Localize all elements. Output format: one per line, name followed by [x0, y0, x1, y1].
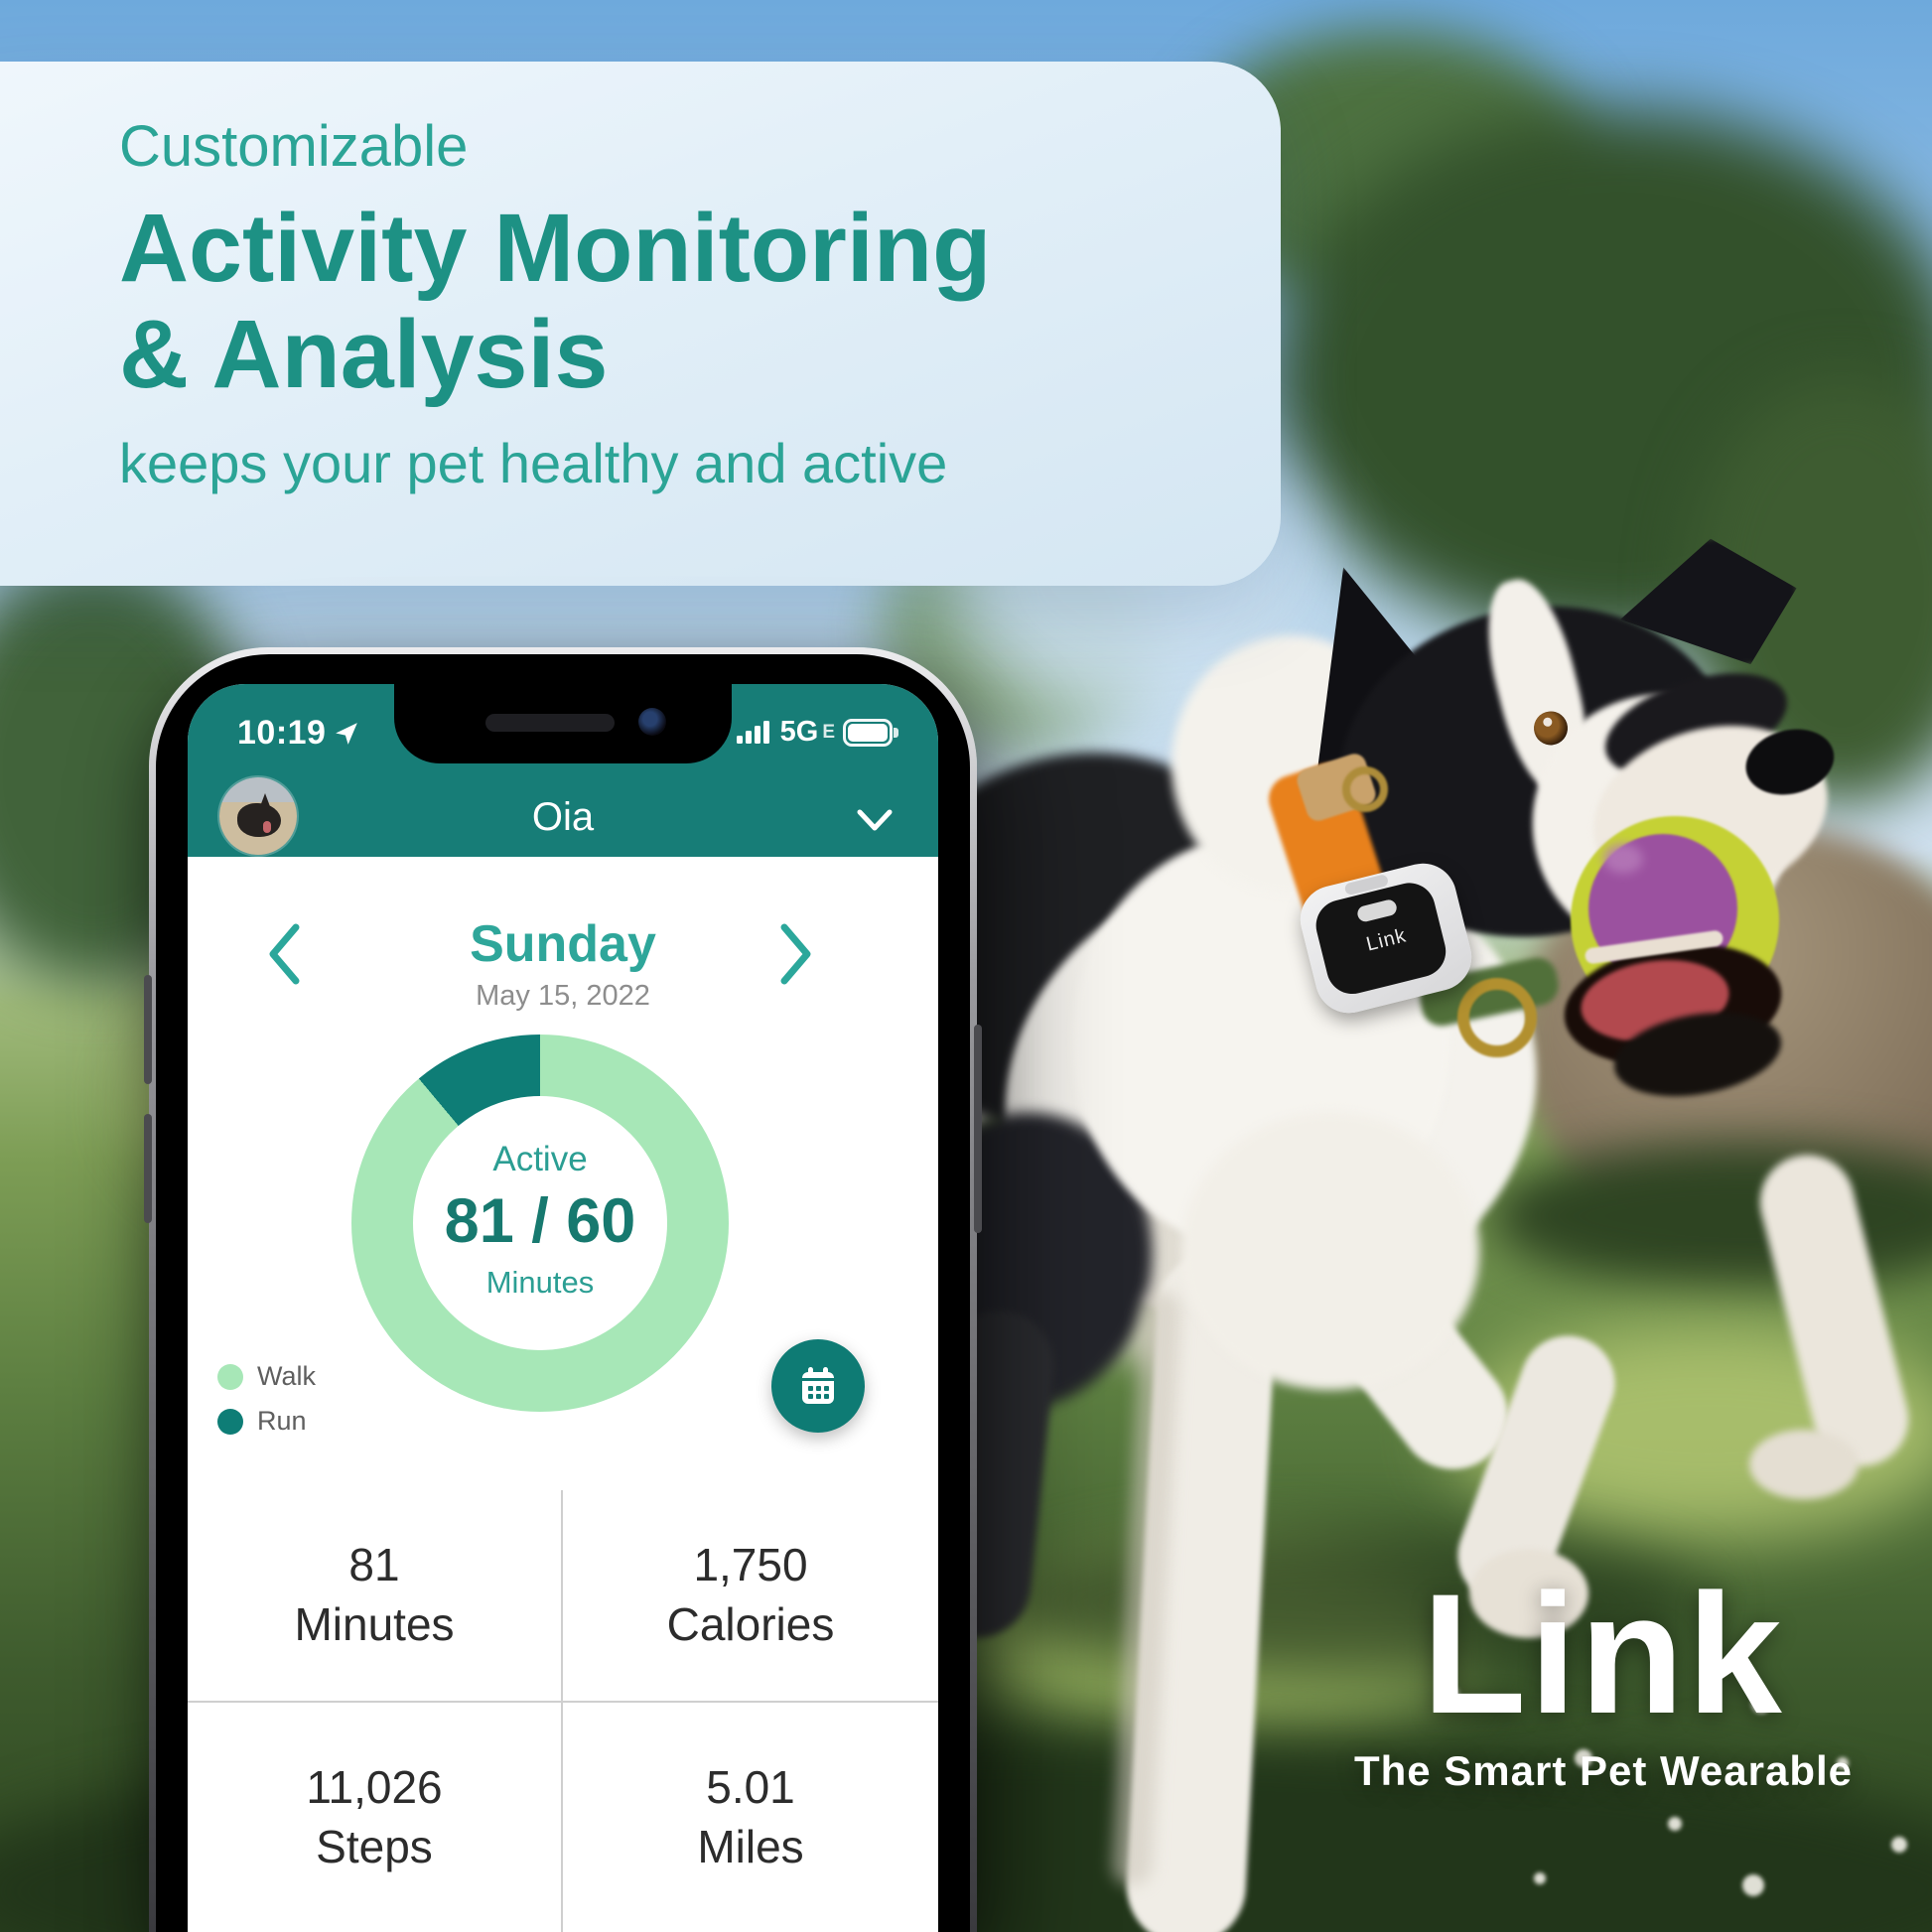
daily-stats-grid: 81 Minutes 1,750 Calories 11,026 Steps: [188, 1490, 938, 1932]
walk-label: Walk: [257, 1361, 316, 1391]
ring-value: 81 / 60: [444, 1186, 636, 1256]
activity-ring-center: Active 81 / 60 Minutes: [413, 1096, 667, 1350]
run-color-dot: [217, 1408, 243, 1435]
avatar-dog-ear: [259, 793, 271, 809]
stat-minutes-label: Minutes: [294, 1598, 455, 1650]
ring-label-minutes: Minutes: [485, 1265, 595, 1300]
phone-power-button: [974, 1025, 982, 1233]
walk-color-dot: [217, 1363, 243, 1390]
avatar-dog-tongue: [263, 821, 271, 833]
collar-buckle-ring: [1342, 766, 1388, 812]
next-day-chevron-icon[interactable]: [779, 922, 813, 986]
flower: [1668, 1817, 1682, 1831]
activity-ring: Active 81 / 60 Minutes: [351, 1035, 729, 1412]
flower: [1742, 1874, 1764, 1896]
front-camera: [638, 708, 666, 736]
app-screen: 10:19 5G E: [188, 684, 938, 1932]
stat-calories-label: Calories: [666, 1598, 835, 1650]
hero-subtitle: keeps your pet healthy and active: [119, 432, 948, 495]
hero-kicker: Customizable: [119, 114, 469, 179]
stat-calories-value: 1,750: [693, 1539, 808, 1591]
selected-day-label: Sunday: [470, 915, 656, 973]
signal-strength-icon: [736, 720, 769, 744]
phone-notch: [394, 684, 732, 763]
avatar-dog-photo: [237, 803, 281, 837]
chevron-down-icon[interactable]: [855, 807, 895, 833]
dog-chest: [1181, 1112, 1479, 1390]
battery-icon: [843, 718, 898, 747]
network-type-label: 5G: [779, 716, 819, 748]
stat-steps: 11,026 Steps: [188, 1703, 563, 1932]
calendar-icon: [802, 1367, 834, 1404]
hero-card: Customizable Activity Monitoring & Analy…: [0, 62, 1281, 586]
dog-hind-paw: [1749, 1430, 1859, 1499]
previous-day-chevron-icon[interactable]: [267, 922, 301, 986]
phone-bezel: 10:19 5G E: [156, 654, 970, 1932]
flower: [1891, 1837, 1907, 1853]
hero-title-line2: & Analysis: [119, 299, 609, 408]
legend-item-walk: Walk: [217, 1361, 316, 1392]
legend-item-run: Run: [217, 1406, 316, 1437]
flower: [1534, 1872, 1546, 1884]
stat-minutes-value: 81: [348, 1539, 400, 1591]
stat-calories: 1,750 Calories: [563, 1490, 938, 1703]
tennis-ball-highlight: [1603, 844, 1643, 874]
flower: [1751, 1694, 1771, 1714]
location-arrow-icon: [336, 722, 358, 745]
calendar-button[interactable]: [771, 1339, 865, 1433]
brand-tagline: The Smart Pet Wearable: [1353, 1747, 1854, 1794]
selected-date-label: May 15, 2022: [476, 980, 650, 1012]
brand-lockup: Link The Smart Pet Wearable: [1301, 1569, 1906, 1795]
flower: [1449, 1688, 1459, 1698]
earpiece-speaker: [485, 714, 615, 732]
network-sub-label: E: [822, 721, 835, 743]
phone-mockup: 10:19 5G E: [144, 647, 982, 1932]
stat-steps-value: 11,026: [306, 1760, 443, 1813]
hero-title-line1: Activity Monitoring: [119, 194, 992, 302]
status-time: 10:19: [237, 714, 327, 752]
link-logo: Link: [1422, 1559, 1785, 1749]
flower: [1837, 1757, 1849, 1769]
flower: [1575, 1749, 1592, 1767]
dog-paw: [1469, 1549, 1588, 1638]
stat-steps-label: Steps: [316, 1820, 433, 1872]
activity-content: Sunday May 15, 2022 Active 81 / 60 Minut…: [188, 857, 938, 1932]
phone-volume-button: [144, 975, 152, 1084]
collar-d-ring: [1457, 978, 1537, 1057]
pet-name-title[interactable]: Oia: [531, 795, 595, 839]
run-label: Run: [257, 1406, 307, 1436]
stat-miles-label: Miles: [697, 1820, 804, 1872]
dog-shadow: [993, 1529, 1708, 1678]
status-bar: 10:19 5G E: [188, 714, 938, 759]
stat-minutes: 81 Minutes: [188, 1490, 563, 1703]
stat-miles: 5.01 Miles: [563, 1703, 938, 1932]
stat-miles-value: 5.01: [706, 1760, 795, 1813]
ring-label-active: Active: [492, 1140, 588, 1178]
phone-volume-button: [144, 1114, 152, 1223]
pet-avatar[interactable]: [219, 777, 297, 855]
ring-legend: Walk Run: [217, 1361, 316, 1450]
hero-title: Activity Monitoring & Analysis: [119, 194, 1221, 408]
